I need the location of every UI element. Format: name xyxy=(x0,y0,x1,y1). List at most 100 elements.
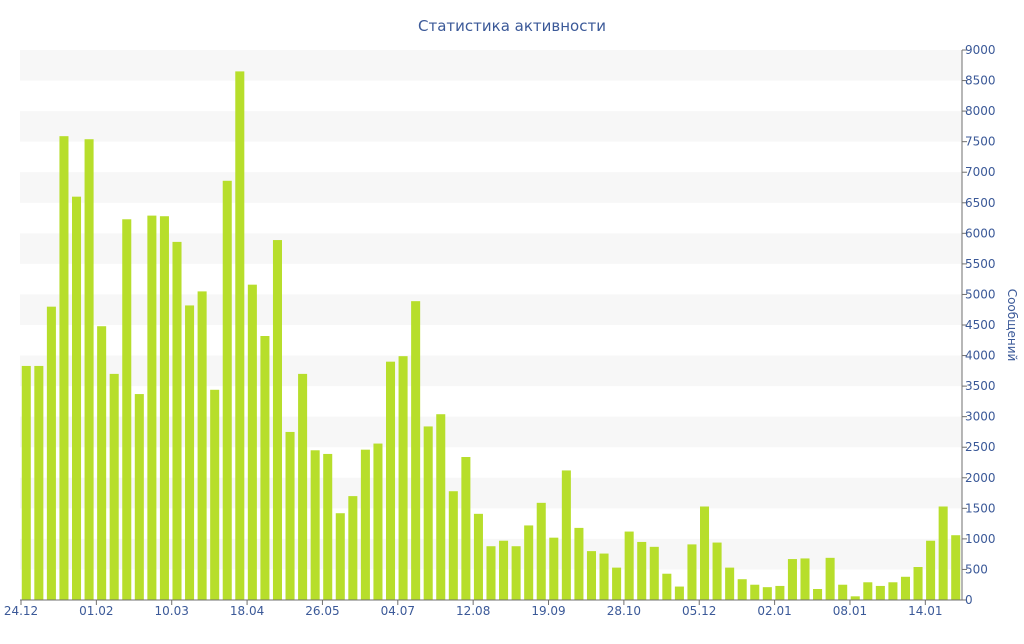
y-tick-label: 2500 xyxy=(965,440,996,454)
bar xyxy=(612,567,622,600)
bar xyxy=(185,305,195,600)
bar xyxy=(323,453,333,600)
y-tick-label: 0 xyxy=(965,593,973,607)
bar xyxy=(499,540,509,600)
bar xyxy=(147,215,157,601)
y-tick-label: 4000 xyxy=(965,349,996,363)
bar xyxy=(536,502,546,600)
axes: 0 500 1000 1500 2000 2500 3000 3500 4000 4500 5000… xyxy=(4,43,996,618)
y-tick-label: 9000 xyxy=(965,43,996,57)
bar xyxy=(134,394,144,600)
bar xyxy=(348,496,358,600)
x-tick-label: 10.03 xyxy=(155,604,189,618)
bar xyxy=(511,546,521,600)
bar xyxy=(762,587,772,600)
y-tick-label: 5500 xyxy=(965,257,996,271)
bar xyxy=(247,284,257,600)
grid-band xyxy=(20,111,962,142)
bar xyxy=(926,540,936,600)
x-tick-label: 04.07 xyxy=(381,604,415,618)
y-tick-label: 500 xyxy=(965,562,988,576)
bar xyxy=(272,240,282,600)
y-tick-label: 8500 xyxy=(965,74,996,88)
y-tick-label: 3000 xyxy=(965,410,996,424)
bar xyxy=(725,567,735,600)
bar xyxy=(813,589,823,600)
bar xyxy=(913,567,923,600)
y-tick-label: 1500 xyxy=(965,501,996,515)
grid-band xyxy=(20,50,962,81)
bar xyxy=(109,373,119,600)
x-tick-label: 18.04 xyxy=(230,604,264,618)
bar xyxy=(825,557,835,600)
bar xyxy=(159,216,169,600)
bar xyxy=(197,291,207,600)
bar xyxy=(574,527,584,600)
x-tick-label: 19.09 xyxy=(531,604,565,618)
bar xyxy=(222,180,232,600)
bar xyxy=(373,443,383,600)
bar xyxy=(210,389,220,600)
y-axis-label: Сообщений xyxy=(1005,289,1019,362)
y-tick-label: 5000 xyxy=(965,287,996,301)
bar xyxy=(398,356,408,600)
bar xyxy=(637,541,647,600)
bar xyxy=(850,596,860,600)
bar xyxy=(285,431,295,600)
x-tick-label: 24.12 xyxy=(4,604,38,618)
bar xyxy=(310,450,320,600)
bar xyxy=(172,241,182,600)
bar xyxy=(687,544,697,600)
bar xyxy=(561,470,571,600)
y-tick-label: 2000 xyxy=(965,471,996,485)
chart-title: Статистика активности xyxy=(418,17,606,35)
bar xyxy=(624,531,634,600)
bar xyxy=(775,585,785,600)
bar xyxy=(46,306,56,600)
bar xyxy=(360,449,370,600)
bar xyxy=(662,573,672,600)
bar xyxy=(800,558,810,600)
bar xyxy=(888,582,898,600)
y-tick-label: 6500 xyxy=(965,196,996,210)
bar xyxy=(524,525,534,600)
bar xyxy=(84,139,94,600)
bar xyxy=(549,537,559,600)
bar xyxy=(700,506,710,600)
x-tick-label: 05.12 xyxy=(682,604,716,618)
y-tick-label: 7000 xyxy=(965,165,996,179)
y-tick-label: 6000 xyxy=(965,226,996,240)
bar xyxy=(59,136,69,601)
bar xyxy=(448,491,458,600)
bar xyxy=(436,414,446,600)
bar xyxy=(737,579,747,600)
bar xyxy=(674,586,684,600)
bar xyxy=(599,553,609,600)
y-tick-label: 8000 xyxy=(965,104,996,118)
bar xyxy=(34,365,44,600)
y-tick-label: 4500 xyxy=(965,318,996,332)
bar xyxy=(838,584,848,600)
bar xyxy=(423,426,433,600)
bar xyxy=(486,546,496,600)
x-tick-label: 26.05 xyxy=(305,604,339,618)
bar xyxy=(900,576,910,600)
bar xyxy=(235,71,245,600)
bar xyxy=(875,585,885,600)
y-tick-label: 7500 xyxy=(965,135,996,149)
x-tick-label: 14.01 xyxy=(908,604,942,618)
bar xyxy=(951,535,961,600)
bar xyxy=(97,326,107,600)
grid-band xyxy=(20,172,962,203)
bar xyxy=(72,196,82,601)
bar xyxy=(461,457,471,600)
bar xyxy=(386,361,396,600)
bar xyxy=(750,584,760,600)
y-tick-label: 1000 xyxy=(965,532,996,546)
bar xyxy=(938,506,948,600)
x-tick-label: 12.08 xyxy=(456,604,490,618)
bar xyxy=(586,551,596,600)
y-tick-label: 3500 xyxy=(965,379,996,393)
